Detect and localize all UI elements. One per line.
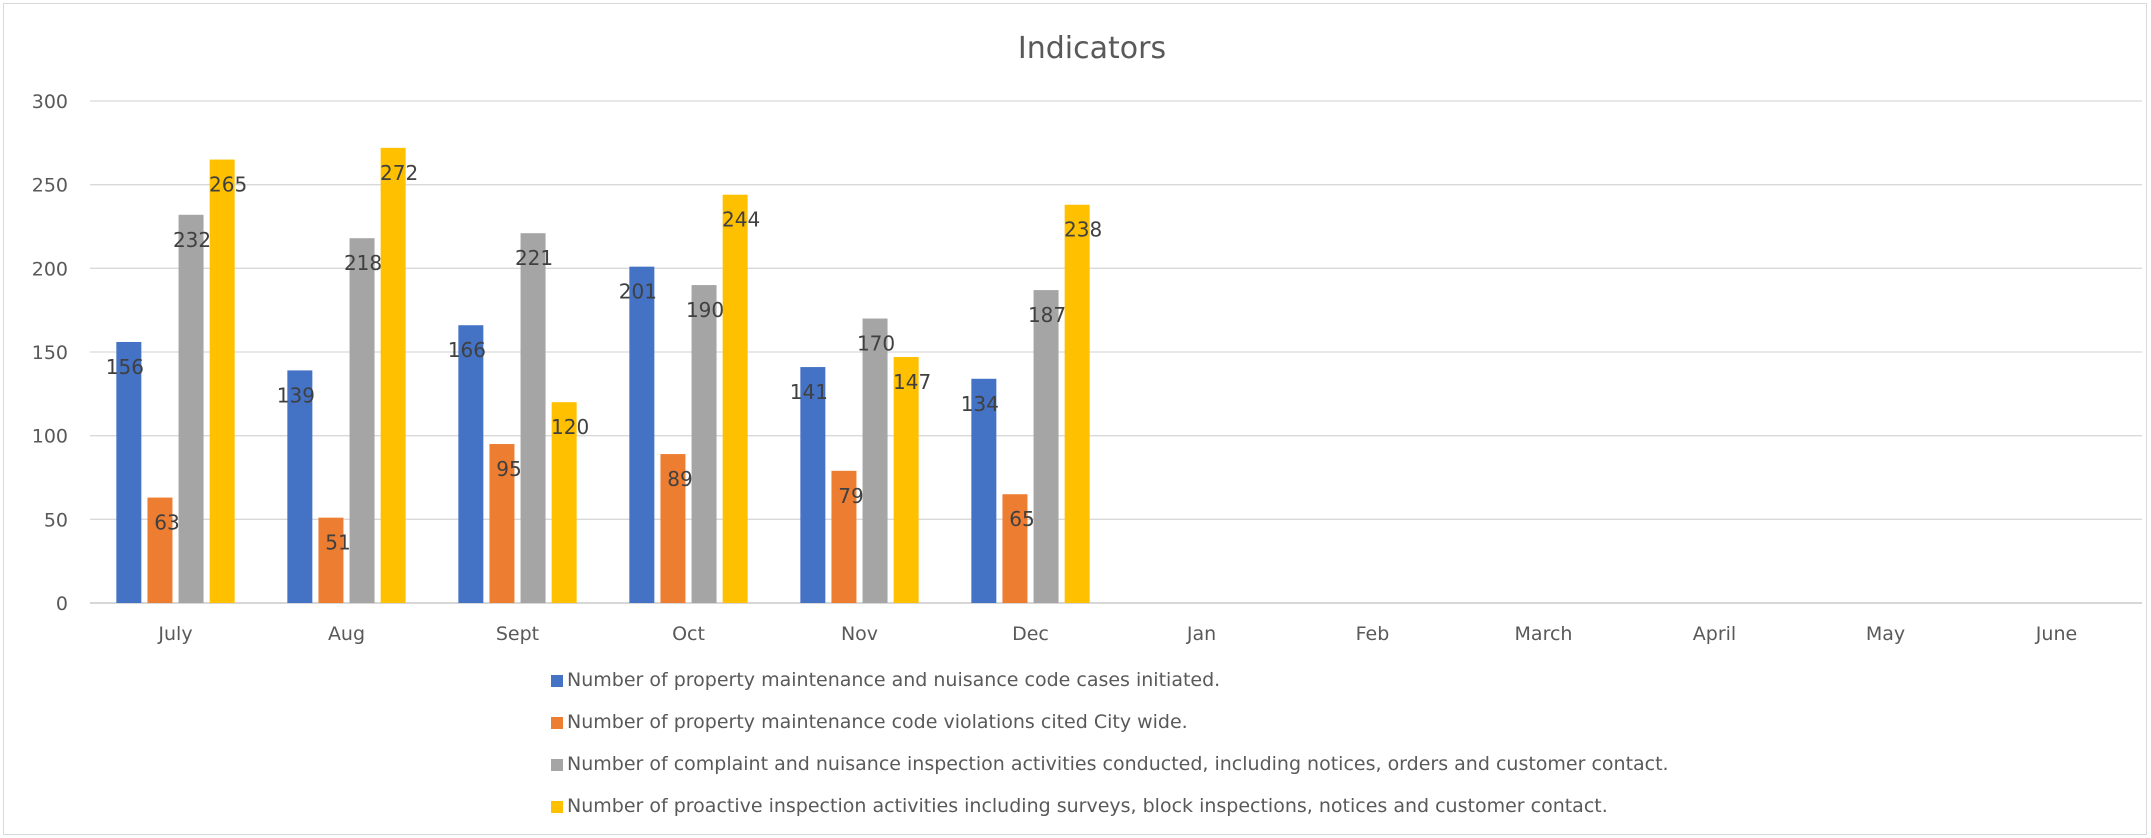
data-label: 134 xyxy=(961,392,999,416)
x-axis: July Aug Sept Oct Nov Dec Jan Feb March April May J… xyxy=(157,623,2077,645)
data-label: 221 xyxy=(515,246,553,270)
bar xyxy=(831,470,857,603)
bar xyxy=(722,194,748,603)
y-tick-label: 250 xyxy=(32,175,68,197)
bar xyxy=(971,378,997,603)
bar xyxy=(380,147,406,603)
chart-title: Indicators xyxy=(1018,31,1166,66)
bar xyxy=(318,517,344,603)
data-label: 166 xyxy=(448,338,486,362)
data-label: 187 xyxy=(1028,303,1066,327)
bar xyxy=(893,357,919,603)
x-tick-label: Sept xyxy=(496,623,539,645)
bar xyxy=(1002,494,1028,603)
x-tick-label: Dec xyxy=(1012,623,1049,645)
data-label: 139 xyxy=(277,383,315,407)
y-tick-label: 50 xyxy=(44,509,68,531)
y-tick-label: 150 xyxy=(32,342,68,364)
gridlines xyxy=(90,100,2142,604)
bar xyxy=(209,159,235,604)
x-tick-label: Nov xyxy=(841,623,878,645)
bar xyxy=(800,367,826,603)
bars xyxy=(116,147,1090,604)
bar xyxy=(489,444,515,603)
bar xyxy=(862,318,888,603)
data-label: 232 xyxy=(173,228,211,252)
bar xyxy=(629,266,655,603)
legend-label: Number of proactive inspection activitie… xyxy=(567,795,1608,817)
bar xyxy=(147,497,173,603)
bar xyxy=(1033,290,1059,603)
legend-swatch xyxy=(551,801,563,813)
data-label: 65 xyxy=(1009,507,1034,531)
data-label: 120 xyxy=(551,415,589,439)
legend-label: Number of property maintenance and nuisa… xyxy=(567,669,1220,691)
y-axis: 0 50 100 150 200 250 300 xyxy=(32,91,68,615)
legend: Number of property maintenance and nuisa… xyxy=(551,669,1669,817)
data-label: 201 xyxy=(619,280,657,304)
data-label: 156 xyxy=(106,355,144,379)
x-tick-label: Oct xyxy=(672,623,705,645)
bar xyxy=(1064,204,1090,603)
data-label: 63 xyxy=(154,511,179,535)
data-label: 218 xyxy=(344,251,382,275)
data-label: 95 xyxy=(496,457,521,481)
data-label: 51 xyxy=(325,531,350,555)
bar xyxy=(116,341,142,603)
x-tick-label: July xyxy=(157,623,192,645)
data-label: 265 xyxy=(209,173,247,197)
data-label: 89 xyxy=(667,467,692,491)
y-tick-label: 0 xyxy=(56,593,68,615)
y-tick-label: 100 xyxy=(32,426,68,448)
x-tick-label: May xyxy=(1866,623,1905,645)
x-tick-label: Feb xyxy=(1356,623,1390,645)
bar xyxy=(458,325,484,603)
y-tick-label: 300 xyxy=(32,91,68,113)
legend-label: Number of complaint and nuisance inspect… xyxy=(567,753,1669,775)
data-label: 238 xyxy=(1064,218,1102,242)
bar xyxy=(520,233,546,603)
x-tick-label: April xyxy=(1693,623,1736,645)
data-label: 272 xyxy=(380,161,418,185)
data-labels: 156 139 166 201 141 134 63 51 95 89 79 65 232 218 221 1… xyxy=(106,161,1102,555)
bar xyxy=(691,285,717,603)
bar xyxy=(660,454,686,603)
legend-swatch xyxy=(551,675,563,687)
data-label: 147 xyxy=(893,370,931,394)
y-tick-label: 200 xyxy=(32,258,68,280)
bar xyxy=(178,214,204,603)
x-tick-label: Jan xyxy=(1186,623,1216,645)
bar xyxy=(349,238,375,604)
x-tick-label: Aug xyxy=(328,623,365,645)
legend-swatch xyxy=(551,759,563,771)
bar xyxy=(287,370,313,603)
x-tick-label: June xyxy=(2035,623,2077,645)
data-label: 170 xyxy=(857,332,895,356)
x-tick-label: March xyxy=(1515,623,1573,645)
data-label: 141 xyxy=(790,380,828,404)
data-label: 190 xyxy=(686,298,724,322)
legend-label: Number of property maintenance code viol… xyxy=(567,711,1188,733)
data-label: 79 xyxy=(838,484,863,508)
bar xyxy=(551,402,577,603)
legend-swatch xyxy=(551,717,563,729)
data-label: 244 xyxy=(722,208,760,232)
